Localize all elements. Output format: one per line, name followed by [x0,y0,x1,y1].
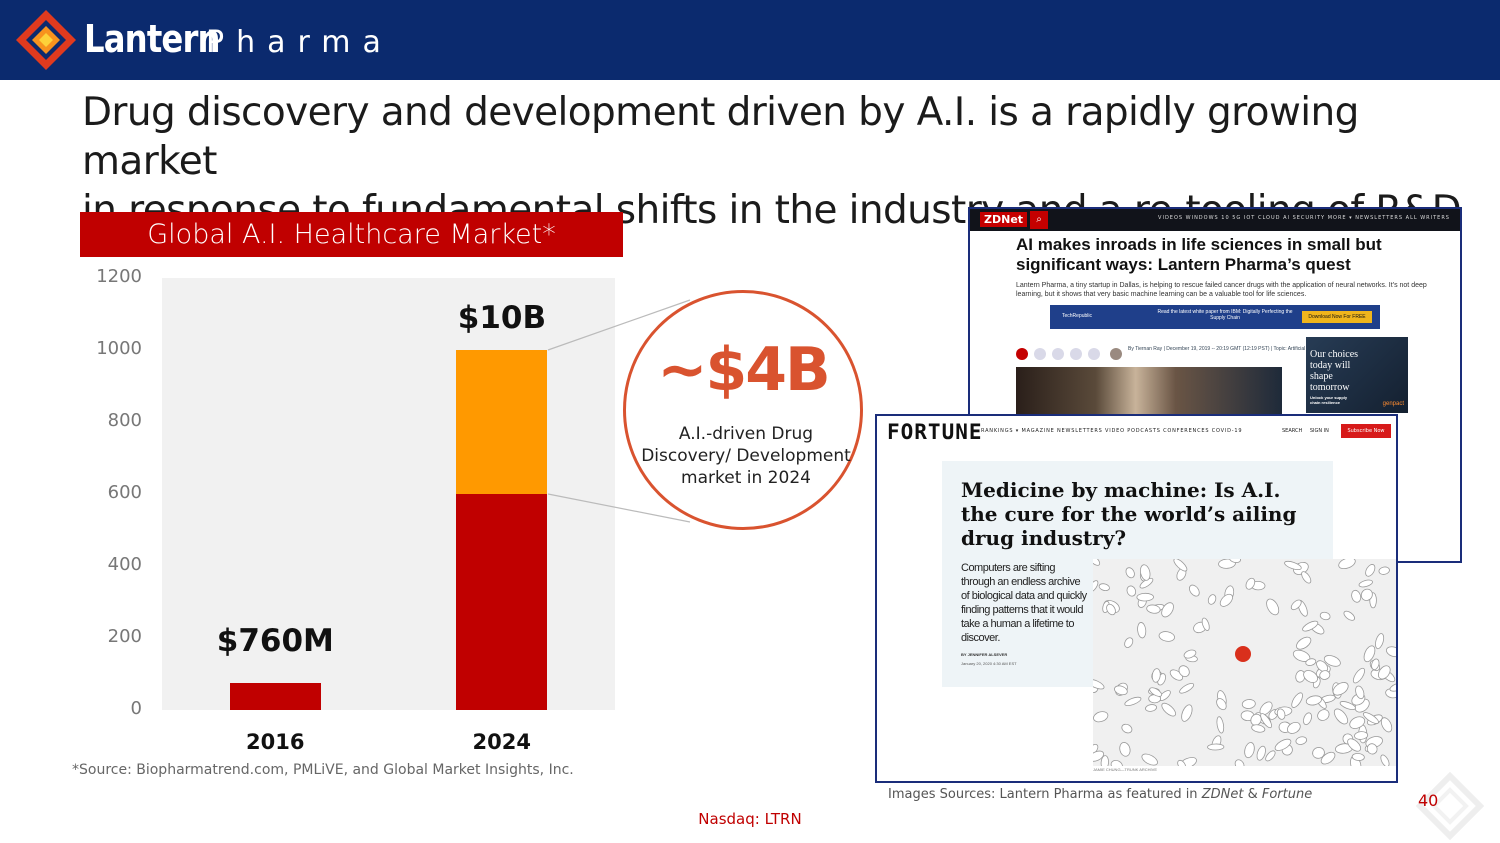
x-tick-label: 2024 [472,730,531,754]
image-sources-prefix: Images Sources: Lantern Pharma as featur… [888,787,1202,802]
callout-caption-line-1: A.I.-driven Drug [678,424,814,444]
fortune-account-links: SEARCH SIGN IN [1282,428,1329,434]
bar-value-label: $760M [216,623,334,659]
share-icon [1016,348,1028,360]
header-bar: Lantern Pharma [0,0,1500,80]
callout-caption: A.I.-driven Drug Discovery/ Development … [636,423,856,489]
bar-2024-segment-1 [456,350,548,494]
linkedin-icon [1052,348,1064,360]
ad-download-button: Download Now For FREE [1302,311,1372,323]
market-callout-circle: ~$4B A.I.-driven Drug Discovery/ Develop… [623,290,863,530]
fortune-author: BY JENNIFER ALSEVER [961,652,1008,657]
fortune-signin-link: SIGN IN [1309,428,1329,434]
slide-title-line-1: Drug discovery and development driven by… [82,90,1359,184]
y-tick-label: 1200 [96,266,142,287]
ad-text: Read the latest white paper from IBM: Di… [1157,309,1293,321]
ticker-footer: Nasdaq: LTRN [698,810,802,828]
chart-source-note: *Source: Biopharmatrend.com, PMLiVE, and… [72,762,574,778]
fortune-dek: Computers are sifting through an endless… [961,562,1087,644]
pills-illustration [1093,559,1396,766]
fortune-photo-credit: JAMIE CHUNG—TRUNK ARCHIVE [1093,767,1158,772]
zdnet-logo: ZDNet [980,212,1028,227]
page-number: 40 [1418,791,1439,810]
email-icon [1088,348,1100,360]
image-sources-note: Images Sources: Lantern Pharma as featur… [888,787,1312,802]
zdnet-nav-links: VIDEOS WINDOWS 10 5G IOT CLOUD AI SECURI… [1158,215,1450,221]
fortune-pills-photo [1093,559,1396,766]
zdnet-navbar: ZDNet ⌕ VIDEOS WINDOWS 10 5G IOT CLOUD A… [970,209,1460,231]
side-ad-brand: genpact [1382,401,1404,407]
zdnet-side-ad: Our choices today will shape tomorrow Un… [1306,337,1408,413]
fortune-article-image[interactable]: FORTUNE RANKINGS ▾ MAGAZINE NEWSLETTERS … [875,414,1398,783]
lantern-watermark-icon [1416,772,1484,840]
bar-2016-segment-0 [229,683,321,710]
image-source-amp: & [1243,787,1262,802]
bar-2024-segment-0 [456,494,548,710]
fortune-headline: Medicine by machine: Is A.I. the cure fo… [961,478,1297,550]
ad-brand: TechRepublic [1062,313,1093,319]
y-tick-label: 200 [107,626,142,647]
side-ad-text: Our choices today will shape tomorrow [1310,349,1359,393]
zdnet-banner-ad: TechRepublic Read the latest white paper… [1050,305,1380,329]
fortune-subscribe-button: Subscribe Now [1341,424,1391,438]
bar-value-label: $10B [457,300,547,336]
callout-caption-line-2: Discovery/ Development [641,446,851,466]
fortune-date: January 20, 2020 4:30 AM EST [961,661,1017,666]
y-tick-label: 400 [107,554,142,575]
callout-value: ~$4B [657,335,831,405]
fortune-search-link: SEARCH [1282,428,1303,434]
zdnet-subheadline: Lantern Pharma, a tiny startup in Dallas… [1016,282,1427,298]
y-tick-label: 0 [130,698,142,719]
side-ad-sub: Unlock your supply chain resilience [1310,395,1348,405]
search-icon: ⌕ [1030,211,1048,229]
callout-caption-line-3: market in 2024 [681,468,811,488]
y-tick-label: 1000 [96,338,142,359]
fortune-nav-links: RANKINGS ▾ MAGAZINE NEWSLETTERS VIDEO PO… [981,428,1243,434]
zdnet-byline: By Tiernan Ray | December 19, 2019 -- 20… [1128,346,1332,352]
twitter-icon [1070,348,1082,360]
zdnet-headline: AI makes inroads in life sciences in sma… [1016,235,1382,274]
fortune-logo: FORTUNE [887,420,983,444]
lantern-diamond-icon [16,10,76,70]
y-tick-label: 600 [107,482,142,503]
x-tick-label: 2016 [246,730,305,754]
brand-name: Lantern [84,17,221,61]
author-avatar [1110,348,1122,360]
y-tick-label: 800 [107,410,142,431]
brand-subname: Pharma [206,25,393,60]
facebook-icon [1034,348,1046,360]
image-source-fortune: Fortune [1261,787,1313,802]
image-source-zdnet: ZDNet [1201,787,1244,802]
chart-title-banner: Global A.I. Healthcare Market* [80,212,623,257]
